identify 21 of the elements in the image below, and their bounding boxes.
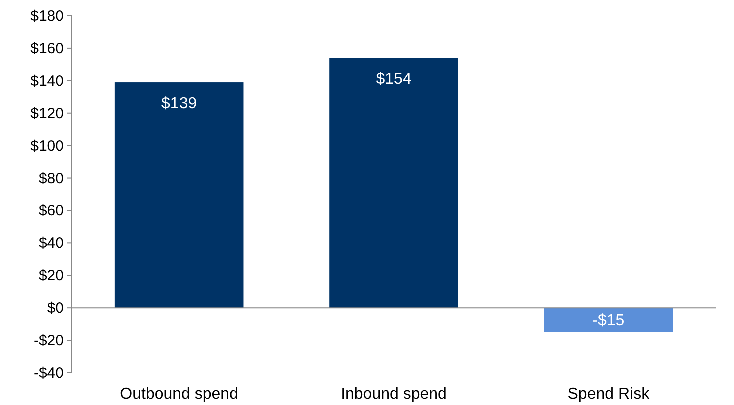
bar — [330, 58, 458, 308]
y-tick-label: $140 — [30, 72, 64, 90]
y-tick-label: $80 — [38, 170, 64, 188]
x-tick-label: Spend Risk — [568, 386, 651, 403]
y-tick-label: -$40 — [34, 365, 64, 382]
bar — [544, 308, 674, 332]
data-label: $154 — [376, 71, 412, 88]
y-tick-label: $160 — [30, 40, 64, 58]
x-tick-label: Inbound spend — [341, 386, 447, 403]
data-label: $139 — [162, 96, 198, 113]
data-label: -$15 — [592, 312, 625, 330]
y-tick-label: $60 — [38, 202, 64, 220]
y-tick-label: $120 — [30, 105, 64, 122]
y-tick-label: -$20 — [34, 332, 64, 350]
x-tick-label: Outbound spend — [120, 386, 238, 403]
y-tick-label: $100 — [30, 138, 64, 155]
y-tick-label: $0 — [47, 300, 64, 318]
y-tick-label: $40 — [38, 235, 64, 252]
bar — [114, 82, 244, 308]
y-tick-label: $180 — [30, 8, 64, 25]
y-tick-label: $20 — [38, 268, 64, 285]
